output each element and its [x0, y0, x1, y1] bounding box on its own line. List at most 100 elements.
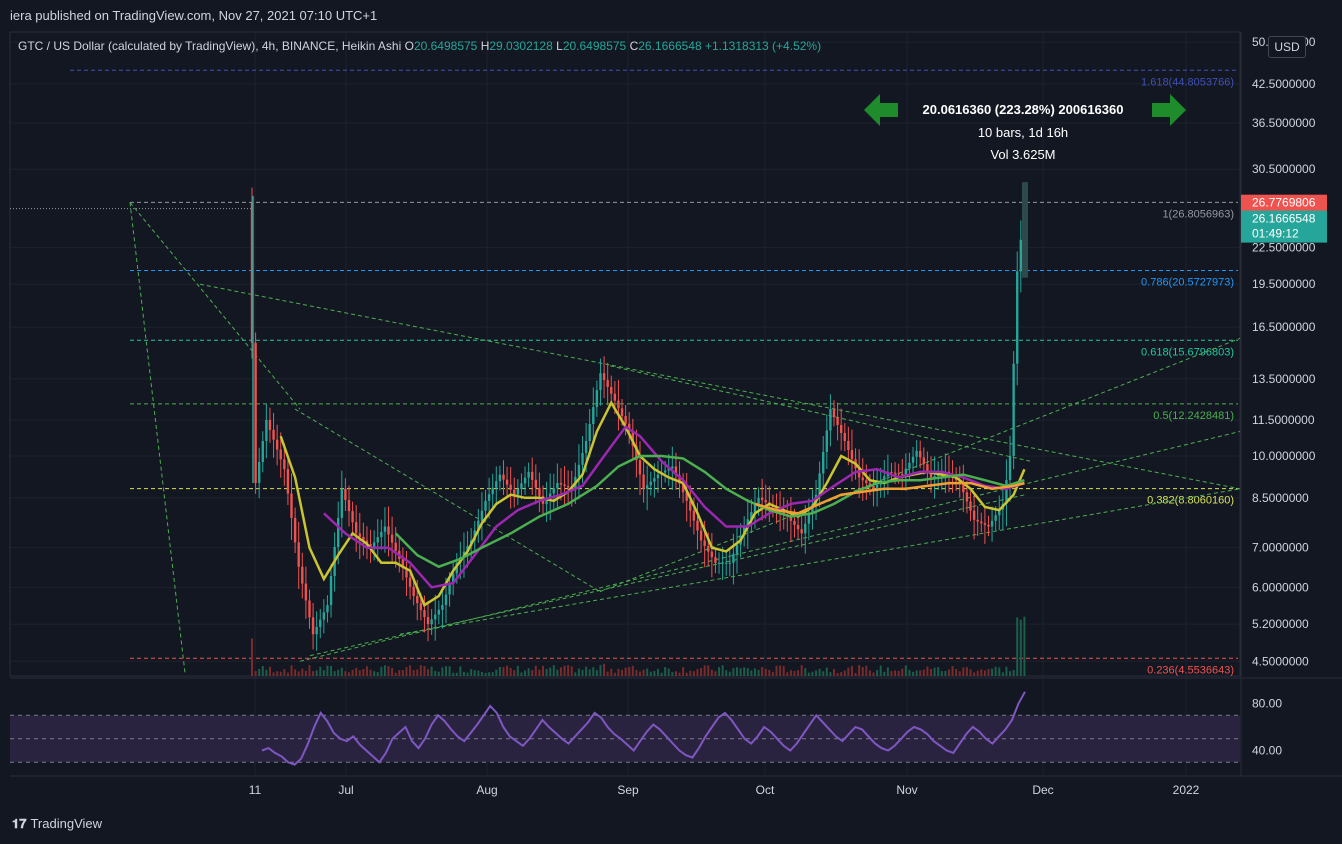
candle-body [714, 557, 717, 563]
trend-line [399, 488, 1241, 635]
candle-body [919, 450, 922, 458]
candle-body [933, 476, 936, 478]
high-label: H [480, 39, 490, 53]
volume-bar [330, 665, 333, 676]
candle-body [592, 407, 595, 425]
candle-body [689, 500, 692, 511]
measure-arrow-icon [1152, 94, 1186, 126]
time-tick-label: 11 [249, 783, 262, 797]
moving-average-line [279, 400, 1026, 607]
moving-average-line [323, 425, 1025, 589]
volume-bar [631, 665, 634, 676]
price-tick-label: 4.5000000 [1252, 654, 1309, 668]
candle-body [354, 522, 358, 534]
candle-body [1019, 239, 1023, 272]
volume-bar [326, 665, 329, 676]
candle-body [782, 511, 785, 515]
volume-bar [901, 668, 904, 676]
candle-body [412, 586, 415, 597]
candle-body [793, 520, 796, 525]
volume-bar [251, 638, 253, 676]
candle-body [710, 551, 714, 558]
volume-bar [513, 670, 516, 676]
volume-bar [559, 667, 562, 676]
volume-bar [556, 669, 559, 676]
candle-body [347, 499, 351, 512]
volume-bar [653, 670, 656, 676]
candle-body [732, 553, 735, 563]
candle-body [757, 497, 760, 505]
volume-bar [574, 672, 577, 676]
candle-body [254, 342, 257, 484]
price-tick-label: 42.5000000 [1252, 77, 1316, 91]
candle-body [559, 483, 563, 485]
measure-line2: 10 bars, 1d 16h [978, 125, 1068, 140]
candle-body [387, 526, 390, 535]
candle-body [365, 540, 369, 545]
candle-body [904, 468, 908, 475]
candle-body [523, 477, 527, 484]
time-tick-label: 2022 [1173, 783, 1200, 797]
volume-bar [858, 665, 861, 676]
volume-bar [955, 669, 958, 676]
candle-body [649, 481, 652, 486]
candle-body [642, 474, 645, 489]
volume-bar [800, 665, 803, 676]
volume-bar [639, 671, 641, 676]
candle-body [329, 576, 333, 606]
volume-bar [419, 665, 422, 676]
volume-bar [1009, 671, 1012, 676]
brand-name: TradingView [30, 816, 103, 831]
volume-bar [933, 667, 936, 676]
volume-bar [876, 670, 879, 676]
candle-body [721, 562, 724, 564]
low-label: L [556, 39, 563, 53]
price-tick-label: 5.2000000 [1252, 617, 1309, 631]
price-tick-label: 8.5000000 [1252, 491, 1309, 505]
volume-bar [290, 665, 293, 676]
candle-body [832, 409, 836, 418]
candle-body [746, 519, 749, 527]
candle-body [408, 577, 412, 587]
volume-bar [452, 672, 455, 676]
volume-bar [940, 670, 943, 676]
volume-bar [1012, 669, 1015, 676]
candle-body [922, 457, 926, 465]
volume-bar [904, 665, 907, 676]
volume-bar [441, 667, 444, 676]
candle-body [293, 517, 297, 543]
currency-button[interactable]: USD [1268, 36, 1306, 58]
candle-body [764, 500, 767, 503]
time-tick-label: Aug [476, 783, 497, 797]
fib-label: 1(26.8056963) [1162, 208, 1234, 220]
candle-body [602, 373, 606, 381]
volume-bar [524, 670, 527, 676]
candle-body [893, 472, 897, 474]
trend-line [129, 202, 301, 410]
volume-bar [498, 666, 501, 676]
candle-body [545, 498, 548, 504]
volume-bar [448, 666, 451, 676]
candle-body [717, 562, 721, 564]
candle-body [272, 429, 275, 440]
candle-body [883, 476, 886, 481]
volume-bar [980, 669, 983, 676]
candle-body [401, 558, 405, 569]
candle-body [344, 488, 347, 500]
fib-label: 0.786(20.5727973) [1141, 276, 1234, 288]
candle-body [520, 483, 523, 490]
candle-body [926, 464, 929, 471]
price-tick-label: 13.5000000 [1252, 372, 1316, 386]
volume-bar [646, 668, 649, 676]
candle-body [890, 471, 893, 473]
price-badge [1241, 194, 1327, 212]
candle-body [423, 610, 426, 618]
volume-bar [987, 669, 990, 676]
candle-body [789, 516, 793, 521]
volume-bar [520, 672, 523, 676]
volume-bar [297, 671, 300, 676]
volume-bar [362, 669, 365, 676]
volume-bar [337, 669, 340, 676]
volume-bar [865, 665, 868, 676]
